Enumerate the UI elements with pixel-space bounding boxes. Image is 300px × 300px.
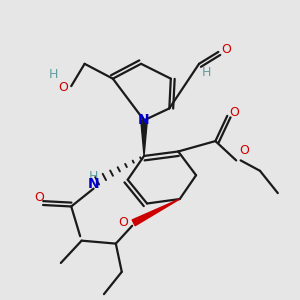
Text: O: O — [118, 216, 128, 229]
Text: O: O — [221, 43, 231, 56]
Text: N: N — [138, 113, 150, 127]
Text: N: N — [88, 177, 99, 191]
Text: H: H — [49, 68, 58, 81]
Polygon shape — [132, 199, 180, 226]
Text: H: H — [202, 66, 211, 79]
Text: H: H — [89, 170, 98, 183]
Text: O: O — [34, 191, 44, 204]
Polygon shape — [141, 120, 147, 156]
Text: O: O — [239, 144, 249, 158]
Text: O: O — [230, 106, 239, 119]
Text: O: O — [58, 81, 68, 94]
